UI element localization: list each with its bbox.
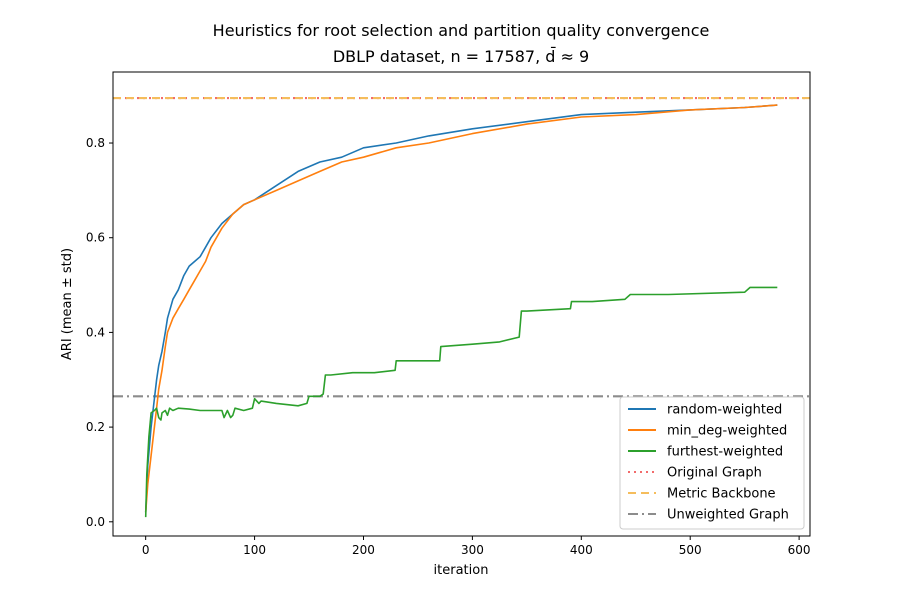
reference-lines — [113, 96, 810, 398]
series-line-min_deg-weighted — [144, 104, 778, 513]
legend-frame — [619, 396, 805, 530]
y-tick-label: 0.6 — [86, 231, 105, 245]
chart-legend: random-weighted min_deg-weighted furthest-… — [619, 396, 805, 530]
chart-title-line2: DBLP dataset, n = 17587, d̄ ≈ 9 — [333, 47, 589, 66]
y-axis-ticks: 0.0 0.2 0.4 0.6 0.8 — [86, 136, 113, 529]
chart-title-line1: Heuristics for root selection and partit… — [213, 21, 710, 40]
legend-label: Metric Backbone — [667, 487, 776, 502]
x-axis-label: iteration — [434, 563, 489, 578]
x-tick-label: 600 — [788, 543, 811, 557]
x-tick-label: 500 — [679, 543, 702, 557]
series-line-random-weighted — [144, 104, 778, 513]
plot-area — [113, 96, 810, 518]
axes-frame — [112, 71, 811, 537]
y-tick-label: 0.2 — [86, 420, 105, 434]
x-tick-label: 400 — [570, 543, 593, 557]
x-tick-label: 0 — [142, 543, 150, 557]
legend-label: min_deg-weighted — [667, 424, 787, 439]
y-tick-label: 0.0 — [86, 515, 105, 529]
x-tick-label: 300 — [461, 543, 484, 557]
legend-label: random-weighted — [667, 403, 782, 418]
series-lines — [144, 104, 778, 518]
legend-label: Original Graph — [667, 466, 762, 481]
x-tick-label: 100 — [243, 543, 266, 557]
y-axis-label: ARI (mean ± std) — [60, 248, 75, 360]
series-line-furthest-weighted — [144, 286, 778, 518]
y-tick-label: 0.4 — [86, 325, 105, 339]
x-axis-ticks: 0 100 200 300 400 500 600 — [142, 536, 811, 557]
legend-label: Unweighted Graph — [667, 508, 789, 523]
y-tick-label: 0.8 — [86, 136, 105, 150]
legend-label: furthest-weighted — [667, 445, 783, 460]
x-tick-label: 200 — [352, 543, 375, 557]
